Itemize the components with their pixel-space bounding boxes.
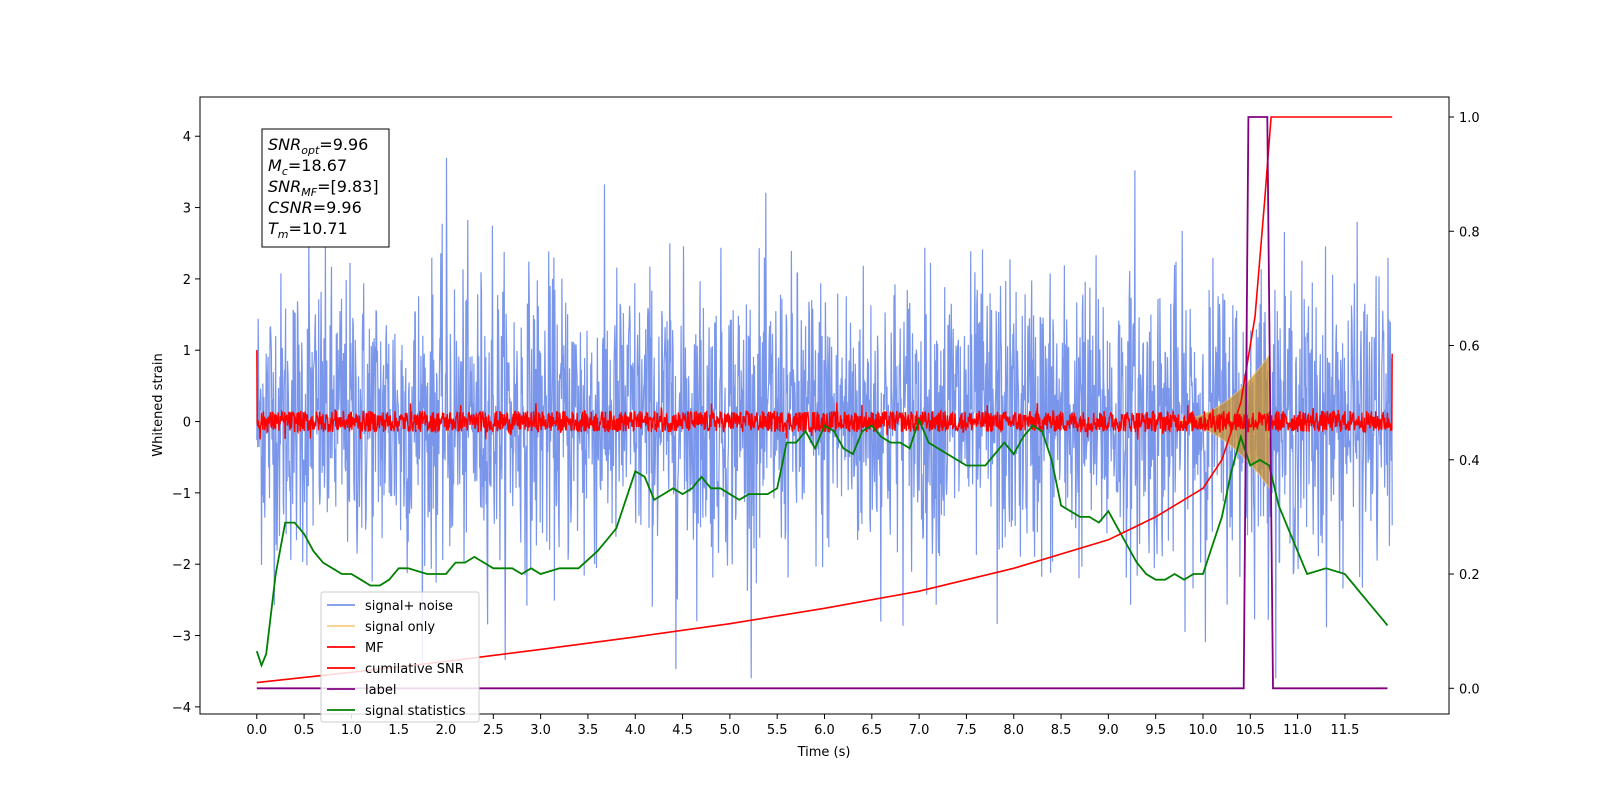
plot-area — [255, 116, 1393, 690]
x-axis-label: Time (s) — [797, 745, 851, 760]
x-tick-label: 10.0 — [1189, 723, 1218, 738]
y-tick-label-right: 0.0 — [1459, 682, 1480, 697]
annotation-box: SNRopt=9.96Mc=18.67SNRMF=[9.83]CSNR=9.96… — [261, 128, 390, 248]
y-axis-label: Whitened strain — [151, 353, 166, 456]
x-tick-label: 5.5 — [767, 723, 788, 738]
y-tick-label-left: −4 — [172, 701, 191, 716]
y-tick-label-right: 0.4 — [1459, 454, 1480, 469]
series-signal-statistics — [255, 417, 1389, 668]
y-tick-label-left: 2 — [183, 273, 191, 288]
legend-entry: label — [365, 683, 396, 698]
legend: signal+ noise signal only MF cumilative SNR… — [320, 591, 480, 723]
annotation-line: SNRMF=[9.83] — [268, 177, 379, 199]
x-tick-label: 0.5 — [294, 723, 315, 738]
x-tick-label: 2.0 — [436, 723, 457, 738]
x-tick-label: 9.5 — [1145, 723, 1166, 738]
x-tick-label: 0.0 — [246, 723, 267, 738]
x-tick-label: 11.0 — [1283, 723, 1312, 738]
x-tick-label: 1.5 — [388, 723, 409, 738]
annotation-line: Tm=10.71 — [268, 219, 348, 241]
y-tick-label-right: 0.2 — [1459, 568, 1480, 583]
annotation-line: SNRopt=9.96 — [268, 135, 368, 157]
x-axis: 0.0 0.5 1.0 1.5 2.0 2.5 3.0 3.5 4.0 4.5 5.0 5.5 6.0 6… — [246, 714, 1359, 738]
y-tick-label-left: 3 — [183, 202, 191, 217]
legend-entry: MF — [365, 641, 384, 656]
x-tick-label: 10.5 — [1236, 723, 1265, 738]
legend-entry: cumilative SNR — [365, 662, 464, 677]
x-tick-label: 2.5 — [483, 723, 504, 738]
x-tick-label: 4.5 — [672, 723, 693, 738]
y-tick-label-right: 0.8 — [1459, 225, 1480, 240]
y-tick-label-right: 0.6 — [1459, 340, 1480, 355]
x-tick-label: 3.0 — [530, 723, 551, 738]
y-axis-right: 1.0 0.8 0.6 0.4 0.2 0.0 — [1449, 111, 1480, 697]
x-tick-label: 8.5 — [1051, 723, 1072, 738]
legend-entry: signal statistics — [365, 704, 466, 719]
x-tick-label: 6.5 — [861, 723, 882, 738]
series-cumulative-snr — [256, 116, 1393, 684]
legend-entry: signal only — [365, 620, 435, 635]
x-tick-label: 11.5 — [1330, 723, 1359, 738]
y-tick-label-left: 0 — [183, 416, 191, 431]
y-tick-label-right: 1.0 — [1459, 111, 1480, 126]
x-tick-label: 5.0 — [720, 723, 741, 738]
y-tick-label-left: −3 — [172, 630, 191, 645]
x-tick-label: 7.0 — [909, 723, 930, 738]
x-tick-label: 6.0 — [814, 723, 835, 738]
y-tick-label-left: −2 — [172, 558, 191, 573]
annotation-line: Mc=18.67 — [268, 156, 347, 178]
x-tick-label: 7.5 — [956, 723, 977, 738]
y-tick-label-left: 1 — [183, 344, 191, 359]
x-tick-label: 9.0 — [1098, 723, 1119, 738]
legend-frame — [320, 591, 480, 723]
y-tick-label-left: −1 — [172, 487, 191, 502]
annotation-frame — [261, 128, 390, 248]
x-tick-label: 1.0 — [341, 723, 362, 738]
x-tick-label: 4.0 — [625, 723, 646, 738]
y-axis-left: 4 3 2 1 0 −1 −2 −3 −4 — [172, 130, 200, 716]
x-tick-label: 3.5 — [578, 723, 599, 738]
legend-entry: signal+ noise — [365, 599, 453, 614]
x-tick-label: 8.0 — [1003, 723, 1024, 738]
annotation-line: CSNR=9.96 — [268, 198, 362, 217]
series-label — [256, 116, 1388, 690]
y-tick-label-left: 4 — [183, 130, 191, 145]
series-mf — [256, 350, 1393, 440]
